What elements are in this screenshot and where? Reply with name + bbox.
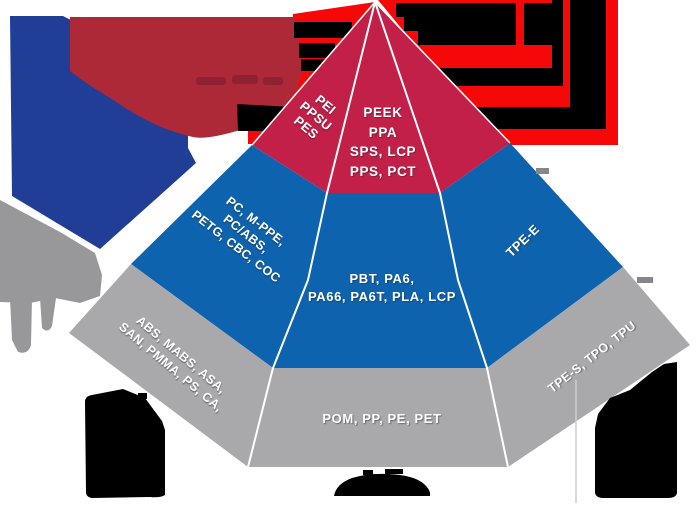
panel-bottom-right [487,267,690,467]
panel-top-left [252,2,375,193]
panel-top-right [375,2,510,193]
gray-dash-marks [536,168,653,283]
black-blob-bottom-center [334,469,431,496]
panel-bottom-center [248,368,508,467]
redacted-banner-right [378,0,618,145]
panel-middle-right [440,143,623,368]
panel-bottom-left [69,264,273,467]
black-blob-bottom-left [85,389,165,498]
black-blob-bottom-right [595,362,677,498]
pyramid-panels [69,2,690,467]
gray-blob-left [0,200,102,353]
dark-red-squiggle [196,75,283,85]
panel-top-center [327,2,440,193]
panel-middle-center [273,193,487,368]
panel-middle-left [131,145,327,368]
segment-separators [247,1,511,468]
